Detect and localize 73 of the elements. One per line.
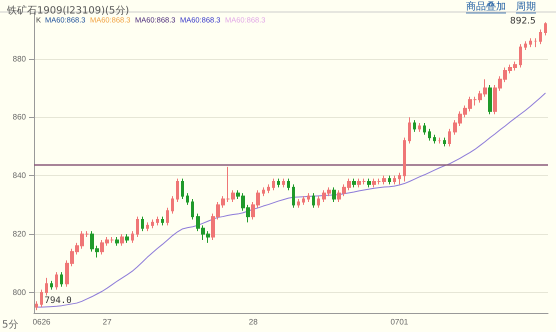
text: 周期 <box>516 0 536 12</box>
candlestick <box>277 178 280 188</box>
candlestick <box>403 137 406 182</box>
candlestick <box>115 236 119 246</box>
candlestick <box>302 196 305 206</box>
candlestick <box>433 134 436 144</box>
text: 商品叠加 <box>466 0 506 12</box>
candlestick <box>448 128 451 147</box>
candlestick <box>55 272 58 290</box>
candlestick <box>282 178 285 188</box>
candlestick <box>438 137 441 144</box>
candlestick <box>317 196 320 208</box>
candlestick <box>443 137 446 147</box>
candlestick <box>272 178 275 191</box>
x-tick-label: 0626 <box>32 318 52 326</box>
candlestick <box>287 178 290 191</box>
candlestick <box>166 207 169 226</box>
candlestick <box>398 172 401 185</box>
candlestick <box>292 184 295 208</box>
y-tick-label: 840 <box>12 171 27 180</box>
candlestick <box>418 122 421 132</box>
candlestick <box>519 44 522 68</box>
x-tick-label: 0701 <box>390 318 409 326</box>
candlestick <box>544 22 547 36</box>
candlestick <box>307 192 310 202</box>
candlestick <box>312 192 315 208</box>
candlestick <box>181 178 184 200</box>
candlestick <box>161 216 164 226</box>
candlestick <box>529 38 532 48</box>
candlestick <box>125 234 129 244</box>
candlestick <box>388 175 391 185</box>
y-tick-label: 860 <box>12 112 27 122</box>
candlestick <box>332 186 336 202</box>
candlestick <box>146 222 149 232</box>
candlestick <box>367 178 371 188</box>
candlestick <box>40 289 43 308</box>
x-tick-label: 27 <box>102 318 112 326</box>
candlestick <box>297 198 300 208</box>
candlestick <box>131 230 134 244</box>
candlestick <box>151 218 154 229</box>
candlestick <box>156 216 159 226</box>
candlestick <box>35 300 38 311</box>
candlestick <box>423 122 426 136</box>
candlestick <box>352 178 356 188</box>
x-tick-label: 28 <box>248 318 258 326</box>
candlestick <box>120 234 124 246</box>
y-tick-label: 880 <box>12 54 27 64</box>
candlestick <box>488 84 492 115</box>
y-tick-label: 820 <box>12 230 27 239</box>
annotation: 794.0 <box>44 296 72 306</box>
candlestick <box>50 280 53 290</box>
candlestick <box>176 178 179 202</box>
candlestick <box>393 175 396 185</box>
candlestick <box>267 184 270 194</box>
candlestick <box>408 116 411 144</box>
y-tick-label: 800 <box>12 288 27 298</box>
candlestick <box>428 128 431 142</box>
candlestick <box>141 216 144 232</box>
candlestick <box>539 29 542 45</box>
annotation: 892.5 <box>510 16 536 26</box>
candlestick <box>191 198 194 220</box>
candlestick <box>60 272 63 288</box>
candlestick <box>534 38 537 48</box>
candlestick <box>45 277 48 296</box>
candlestick <box>171 196 174 214</box>
candlestick <box>262 186 265 197</box>
text: 5分 <box>2 318 18 330</box>
candlestick <box>186 192 189 206</box>
candlestick <box>136 216 139 238</box>
candlestick <box>413 120 416 132</box>
line-series <box>36 92 546 308</box>
chart-title: 铁矿石1909(I23109)(5分) <box>6 4 130 16</box>
candlestick <box>524 40 527 50</box>
